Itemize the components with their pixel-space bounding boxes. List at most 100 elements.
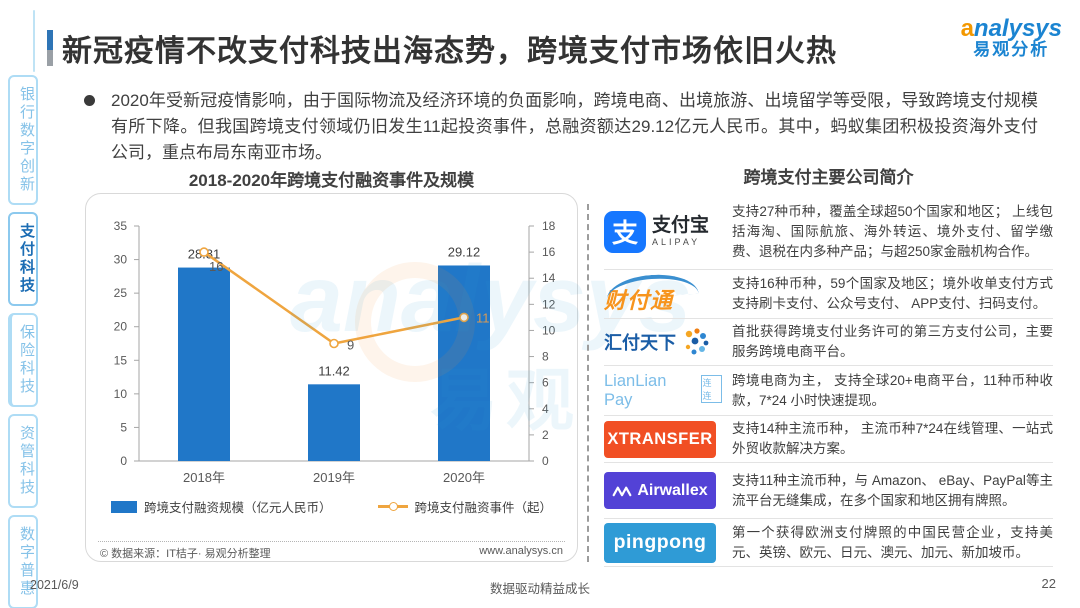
huifu-logo: 汇付天下 <box>604 327 722 357</box>
tenpay-name: 财付通 <box>604 288 674 313</box>
data-source-note: © 数据来源：IT桔子· 易观分析整理 <box>100 548 271 560</box>
tenpay-logo: 财付通 <box>604 271 722 315</box>
airwallex-logo: Airwallex <box>604 472 722 509</box>
chart-legend: 跨境支付融资规模（亿元人民币） 跨境支付融资事件（起） <box>86 497 577 516</box>
left-axis-tick-label: 15 <box>114 353 128 367</box>
right-axis-tick-label: 16 <box>542 245 556 259</box>
left-axis-tick-label: 35 <box>114 219 128 233</box>
company-row-xtransfer: XTRANSFER 支持14种主流币种， 主流币种7*24在线管理、一站式外贸收… <box>604 416 1053 463</box>
summary-text: 2020年受新冠疫情影响，由于国际物流及经济环境的负面影响，跨境电商、出境旅游、… <box>111 91 1038 162</box>
companies-title: 跨境支付主要公司简介 <box>743 168 914 187</box>
companies-panel: 跨境支付主要公司简介 支 支付宝 ALIPAY 支持27种币种，覆盖全球超50个… <box>604 163 1053 567</box>
line-point-marker <box>459 312 469 323</box>
summary-bullet: 2020年受新冠疫情影响，由于国际物流及经济环境的负面影响，跨境电商、出境旅游、… <box>80 88 1038 166</box>
analysys-a-icon: a <box>960 15 974 42</box>
right-axis-tick-label: 12 <box>542 297 556 311</box>
company-row-huifu: 汇付天下 首批获得跨境支付业务许可的第三方支付公司，主要服务跨境电商平台。 <box>604 319 1053 366</box>
right-axis-tick-label: 10 <box>542 323 556 337</box>
sidebar-item-digital-inclusion[interactable]: 数字普惠 <box>8 515 38 608</box>
left-axis-tick-label: 20 <box>114 320 128 334</box>
page-title: 新冠疫情不改支付科技出海态势，跨境支付市场依旧火热 <box>62 35 837 68</box>
source-divider <box>98 541 565 542</box>
company-row-lianlian: LianLian Pay 连连 跨境电商为主， 支持全球20+电商平台，11种币… <box>604 366 1053 416</box>
line-series <box>203 251 465 345</box>
company-desc: 首批获得跨境支付业务许可的第三方支付公司，主要服务跨境电商平台。 <box>732 324 1053 359</box>
pingpong-name: pingpong <box>604 522 716 563</box>
company-desc: 第一个获得欧洲支付牌照的中国民营企业，支持美元、英镑、欧元、日元、澳元、加元、新… <box>732 524 1053 560</box>
x-axis-category-label: 2019年 <box>313 470 355 485</box>
page-number: 22 <box>1041 576 1056 591</box>
airwallex-name: Airwallex <box>637 481 708 499</box>
line-value-label: 9 <box>347 338 354 353</box>
analysys-url[interactable]: www.analysys.cn <box>479 545 563 557</box>
pingpong-logo: pingpong <box>604 522 722 563</box>
huifu-name: 汇付天下 <box>604 333 676 353</box>
xtransfer-name: XTRANSFER <box>604 420 716 458</box>
left-axis-tick-label: 5 <box>120 420 127 434</box>
lianlian-logo: LianLian Pay 连连 <box>604 372 722 410</box>
company-row-airwallex: Airwallex 支持11种主流币种，与 Amazon、 eBay、PayPa… <box>604 463 1053 519</box>
company-row-tenpay: 财付通 支持16种币种，59个国家及地区；境外收单支付方式支持刷卡支付、公众号支… <box>604 270 1053 319</box>
sidebar-item-bank-digital[interactable]: 银行数字创新 <box>8 75 38 205</box>
alipay-name-en: ALIPAY <box>652 236 701 247</box>
alipay-mark-icon: 支 <box>604 210 646 253</box>
lianlian-name-en: LianLian Pay <box>604 371 667 409</box>
bar-value-label: 29.12 <box>448 244 481 259</box>
line-point-marker <box>199 247 209 257</box>
right-axis-tick-label: 18 <box>542 219 556 233</box>
company-desc: 跨境电商为主， 支持全球20+电商平台，11种币种收款，7*24 小时快速提现。 <box>732 372 1053 408</box>
vertical-dashed-divider <box>587 204 589 562</box>
huifu-pinwheel-icon <box>685 328 709 355</box>
airwallex-mark-icon <box>612 486 632 496</box>
left-axis-tick-label: 0 <box>120 454 127 468</box>
line-value-label: 11 <box>476 310 490 325</box>
xtransfer-logo: XTRANSFER <box>604 420 722 458</box>
right-axis-tick-label: 4 <box>542 402 549 416</box>
analysys-logo-text: nalysys <box>973 15 1062 42</box>
company-row-alipay: 支 支付宝 ALIPAY 支持27种币种，覆盖全球超50个国家和地区； 上线包括… <box>604 194 1053 270</box>
chart-card: 0510152025303502468101214161828.8111.422… <box>85 193 578 562</box>
alipay-name-cn: 支付宝 <box>652 215 710 237</box>
company-desc: 支持16种币种，59个国家及地区；境外收单支付方式支持刷卡支付、公众号支付、 A… <box>732 276 1053 311</box>
right-axis-tick-label: 2 <box>542 428 549 442</box>
title-accent-bar <box>47 30 53 66</box>
line-swatch-icon <box>377 502 408 511</box>
left-axis-tick-label: 10 <box>114 387 128 401</box>
sidebar-item-payment-tech[interactable]: 支付科技 <box>8 212 38 306</box>
sidebar-item-asset-mgmt-tech[interactable]: 资管科技 <box>8 414 38 508</box>
bar-value-label: 11.42 <box>318 363 350 378</box>
line-point-marker <box>329 338 339 349</box>
lianlian-name-cn: 连连 <box>700 374 722 403</box>
x-axis-category-label: 2020年 <box>443 470 485 485</box>
chart-title: 2018-2020年跨境支付融资事件及规模 <box>188 171 475 190</box>
line-value-label: 16 <box>209 259 223 274</box>
footer-slogan: 数据驱动精益成长 <box>489 582 590 596</box>
analysys-logo: analysys 易观分析 <box>961 16 1062 59</box>
x-axis-category-label: 2018年 <box>183 470 225 485</box>
company-desc: 支持11种主流币种，与 Amazon、 eBay、PayPal等主流平台无缝集成… <box>732 472 1053 508</box>
bar <box>178 267 230 461</box>
legend-bar-label: 跨境支付融资规模（亿元人民币） <box>143 501 332 515</box>
footer-date: 2021/6/9 <box>30 578 79 592</box>
company-row-pingpong: pingpong 第一个获得欧洲支付牌照的中国民营企业，支持美元、英镑、欧元、日… <box>604 519 1053 567</box>
analysys-logo-cn: 易观分析 <box>973 40 1050 60</box>
right-axis-tick-label: 0 <box>542 454 549 468</box>
right-axis-tick-label: 6 <box>542 376 549 390</box>
sidebar-item-insurance-tech[interactable]: 保险科技 <box>8 313 38 407</box>
bar <box>308 384 360 461</box>
right-axis-tick-label: 14 <box>542 271 556 285</box>
tenpay-arc-icon <box>605 271 699 301</box>
left-axis-tick-label: 30 <box>114 253 128 267</box>
bullet-icon <box>84 95 95 106</box>
analysys-logo-en: analysys <box>961 16 1062 41</box>
left-axis-tick-label: 25 <box>114 286 128 300</box>
frame-border-fragment <box>33 10 35 72</box>
company-desc: 支持27种币种，覆盖全球超50个国家和地区； 上线包括海淘、国际航旅、海外转运、… <box>732 203 1053 259</box>
right-axis-tick-label: 8 <box>542 350 549 364</box>
company-desc: 支持14种主流币种， 主流币种7*24在线管理、一站式外贸收款解决方案。 <box>732 421 1053 456</box>
legend-item-line: 跨境支付融资事件（起） <box>377 497 553 516</box>
section-sidebar: 银行数字创新 支付科技 保险科技 资管科技 数字普惠 <box>8 75 38 608</box>
bar-swatch-icon <box>110 500 137 513</box>
legend-line-label: 跨境支付融资事件（起） <box>414 501 553 515</box>
